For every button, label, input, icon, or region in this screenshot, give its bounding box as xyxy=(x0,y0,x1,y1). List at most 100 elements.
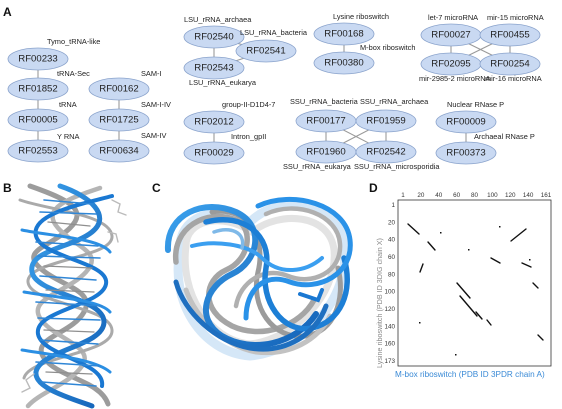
annotation-ssu-eukarya: SSU_rRNA_eukarya xyxy=(283,162,352,171)
annotation-mir16: mir-16 microRNA xyxy=(485,74,542,83)
svg-text:RF02553: RF02553 xyxy=(18,146,57,157)
panel-c: C xyxy=(152,181,353,361)
node-rf02543: RF02543 xyxy=(183,56,245,80)
y-tick-label: 100 xyxy=(384,289,395,296)
annotation-group2: group-II-D1D4-7 xyxy=(222,100,275,109)
svg-text:RF02541: RF02541 xyxy=(246,46,285,57)
contact-point xyxy=(468,249,470,251)
annotation-lysine: Lysine riboswitch xyxy=(333,12,389,21)
contact-diagonal xyxy=(490,257,501,264)
contact-map-x-label: M-box riboswitch (PDB ID 3PDR chain A) xyxy=(395,370,545,379)
contact-point xyxy=(455,354,457,356)
panel-label-d: D xyxy=(369,181,378,195)
svg-text:RF00233: RF00233 xyxy=(18,54,57,65)
contact-diagonal xyxy=(427,241,436,251)
annotation-tymo: Tymo_tRNA-like xyxy=(47,37,100,46)
superposition-image xyxy=(164,197,353,361)
contact-diagonal xyxy=(456,282,471,299)
svg-text:RF01725: RF01725 xyxy=(99,115,138,126)
x-tick-label: 1 xyxy=(401,192,405,199)
node-rf00634: RF00634 xyxy=(88,139,150,163)
node-rf00168: RF00168 xyxy=(313,22,375,46)
svg-text:RF01960: RF01960 xyxy=(306,147,345,158)
svg-text:RF00162: RF00162 xyxy=(99,84,138,95)
node-rf02542: RF02542 xyxy=(355,140,417,164)
annotation-ssu-archaea: SSU_rRNA_archaea xyxy=(360,97,429,106)
svg-text:RF00009: RF00009 xyxy=(446,117,485,128)
x-tick-label: 161 xyxy=(541,192,552,199)
x-tick-label: 100 xyxy=(487,192,498,199)
node-rf00455: RF00455 xyxy=(479,23,541,47)
node-rf01852: RF01852 xyxy=(7,77,69,101)
x-tick-label: 140 xyxy=(523,192,534,199)
contact-point xyxy=(440,232,442,234)
panel-label-c: C xyxy=(152,181,161,195)
annotation-trna: tRNA xyxy=(59,100,77,109)
panel-d: D 1 20 40 60 80 100 120 140 161 1204060801001201… xyxy=(369,181,552,379)
annotation-lsu-bacteria: LSU_rRNA_bacteria xyxy=(240,28,308,37)
x-tick-label: 20 xyxy=(417,192,425,199)
annotation-archaeal-rnase-p: Archaeal RNase P xyxy=(474,132,535,141)
svg-text:RF02540: RF02540 xyxy=(194,32,233,43)
y-tick-label: 140 xyxy=(384,323,395,330)
annotation-nuclear-rnase-p: Nuclear RNase P xyxy=(447,100,504,109)
svg-text:RF00254: RF00254 xyxy=(490,59,530,70)
node-rf02540: RF02540 xyxy=(183,25,245,49)
helix-structure-image xyxy=(18,183,127,409)
contact-point xyxy=(499,226,501,228)
contact-diagonal xyxy=(486,319,492,326)
annotation-mbox: M-box riboswitch xyxy=(360,43,415,52)
svg-text:RF00455: RF00455 xyxy=(490,30,529,41)
x-tick-label: 120 xyxy=(505,192,516,199)
contact-map-points xyxy=(419,226,531,356)
node-rf01725: RF01725 xyxy=(88,108,150,132)
node-rf00005: RF00005 xyxy=(7,108,69,132)
annotation-intron: Intron_gpII xyxy=(231,132,266,141)
contact-diagonal xyxy=(521,262,532,268)
network-nodes: RF00233 RF01852 RF00005 RF02553 RF00162 … xyxy=(7,22,541,165)
annotation-mir2985: mir-2985-2 microRNA xyxy=(419,74,491,83)
svg-text:RF00168: RF00168 xyxy=(324,29,363,40)
svg-text:RF00373: RF00373 xyxy=(446,148,485,159)
svg-text:RF02543: RF02543 xyxy=(194,63,233,74)
svg-text:RF00027: RF00027 xyxy=(431,30,470,41)
annotation-lsu-archaea: LSU_rRNA_archaea xyxy=(184,15,252,24)
node-rf02541: RF02541 xyxy=(235,39,297,63)
contact-map-y-label: Lysine riboswitch (PDB ID 3DIG chain X) xyxy=(375,238,384,368)
svg-text:RF00029: RF00029 xyxy=(194,148,233,159)
y-tick-label: 20 xyxy=(388,219,396,226)
y-tick-label: 80 xyxy=(388,271,396,278)
network-annotations: Tymo_tRNA-like tRNA-Sec tRNA Y RNA SAM-I… xyxy=(47,12,544,171)
svg-text:RF01852: RF01852 xyxy=(18,84,57,95)
node-rf00233: RF00233 xyxy=(7,47,69,71)
node-rf00177: RF00177 xyxy=(295,109,357,133)
node-rf02553: RF02553 xyxy=(7,139,69,163)
annotation-mir15: mir-15 microRNA xyxy=(487,13,544,22)
annotation-sam1: SAM-I xyxy=(141,69,162,78)
contact-diagonal xyxy=(537,334,544,341)
y-tick-label: 160 xyxy=(384,341,395,348)
contact-point xyxy=(419,322,421,324)
contact-diagonal xyxy=(510,228,527,242)
annotation-ssu-microsporidia: SSU_rRNA_microsporidia xyxy=(354,162,440,171)
annotation-let7: let-7 microRNA xyxy=(428,13,478,22)
node-rf00162: RF00162 xyxy=(88,77,150,101)
contact-diagonal xyxy=(419,263,424,273)
node-rf00254: RF00254 xyxy=(479,52,541,76)
node-rf00027: RF00027 xyxy=(420,23,482,47)
contact-diagonal xyxy=(475,311,483,320)
svg-text:RF01959: RF01959 xyxy=(366,116,405,127)
contact-map-frame xyxy=(397,199,552,367)
node-rf00373: RF00373 xyxy=(435,141,497,165)
node-rf02095: RF02095 xyxy=(420,52,482,76)
contact-diagonal xyxy=(532,282,539,289)
y-tick-label: 173 xyxy=(384,358,395,365)
annotation-lsu-eukarya: LSU_rRNA_eukarya xyxy=(189,78,257,87)
node-rf00009: RF00009 xyxy=(435,110,497,134)
annotation-sam4: SAM-IV xyxy=(141,131,167,140)
node-rf00029: RF00029 xyxy=(183,141,245,165)
svg-text:RF02012: RF02012 xyxy=(194,117,233,128)
contact-diagonal xyxy=(407,223,420,235)
